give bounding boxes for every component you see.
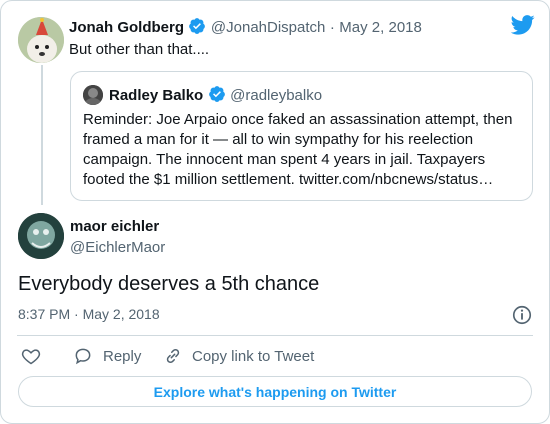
- copy-link-label: Copy link to Tweet: [192, 347, 315, 365]
- author-name[interactable]: maor eichler: [70, 218, 160, 235]
- reply-to-handle[interactable]: @JonahDispatch: [210, 19, 326, 36]
- dog-party-hat-avatar-image: [18, 17, 64, 63]
- jonah-avatar[interactable]: [18, 17, 64, 63]
- copy-link-button[interactable]: Copy link to Tweet: [163, 345, 314, 367]
- info-icon[interactable]: [511, 304, 533, 326]
- verified-badge-icon: [189, 18, 206, 34]
- tweet-text: Everybody deserves a 5th chance: [18, 273, 320, 295]
- twitter-bird-icon[interactable]: [511, 15, 535, 35]
- reply-to-header: Jonah Goldberg @JonahDispatch · May 2, 2…: [69, 17, 422, 37]
- quoted-handle: @radleybalko: [230, 87, 323, 104]
- tweet-timestamp[interactable]: 8:37 PM · May 2, 2018: [18, 306, 160, 322]
- maor-avatar[interactable]: [18, 213, 64, 259]
- reply-label: Reply: [103, 347, 142, 365]
- divider: [17, 335, 533, 336]
- reply-bubble-icon: [75, 348, 91, 365]
- quoted-text: Reminder: Joe Arpaio once faked an assas…: [83, 111, 513, 188]
- reply-to-name[interactable]: Jonah Goldberg: [69, 19, 185, 36]
- explore-twitter-button[interactable]: Explore what's happening on Twitter: [18, 376, 532, 407]
- thread-connector-line: [41, 65, 43, 205]
- verified-badge-icon: [208, 86, 225, 102]
- quoted-tweet[interactable]: Radley Balko @radleybalko Reminder: Joe …: [70, 71, 533, 201]
- quoted-header: Radley Balko @radleybalko: [109, 85, 322, 105]
- maor-avatar-image: [18, 213, 64, 259]
- reply-to-date[interactable]: May 2, 2018: [339, 19, 422, 36]
- link-icon: [166, 348, 180, 364]
- reply-to-text: But other than that....: [69, 41, 210, 58]
- explore-label: Explore what's happening on Twitter: [153, 383, 397, 400]
- radley-avatar: [83, 85, 103, 105]
- author-handle[interactable]: @EichlerMaor: [70, 239, 166, 256]
- quoted-name: Radley Balko: [109, 87, 204, 104]
- separator-dot: ·: [329, 19, 335, 36]
- like-button[interactable]: [21, 345, 41, 367]
- radley-avatar-image: [83, 85, 103, 105]
- heart-icon: [21, 349, 41, 365]
- reply-button[interactable]: Reply: [73, 345, 141, 367]
